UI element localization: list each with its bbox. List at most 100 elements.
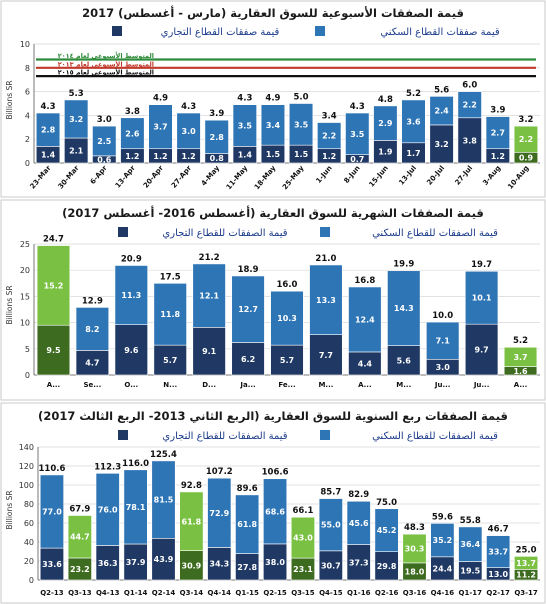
bar-total-label: 66.1	[292, 506, 313, 516]
x-tick-label: D...	[202, 381, 216, 389]
bar-residential	[401, 99, 426, 144]
bar-residential-label: 2.8	[41, 126, 56, 135]
bar-residential-label: 11.8	[160, 310, 180, 319]
bar-commercial-label: 7.7	[319, 351, 333, 360]
bar-residential-label: 2.2	[463, 101, 477, 110]
bar-residential-label: 3.5	[238, 122, 253, 131]
bar-total-label: 3.8	[125, 107, 140, 117]
monthly-chart-title: قيمة الصفقات الشهرية للسوق العقارية (أغس…	[62, 205, 484, 221]
y-tick-label: 140	[19, 443, 34, 452]
bar-residential-label: 10.3	[277, 314, 297, 323]
bar-commercial-label: 27.8	[237, 563, 257, 572]
bar-residential-label: 11.3	[121, 291, 141, 300]
bar-total-label: 48.3	[404, 523, 425, 533]
y-tick-label: 0	[29, 576, 34, 585]
bar-total-label: 4.9	[153, 94, 168, 104]
bar-residential-label: 43.0	[293, 534, 313, 543]
bar-total-label: 19.9	[393, 260, 414, 270]
x-tick-label: N...	[163, 381, 177, 389]
bar-total-label: 5.0	[294, 93, 309, 103]
bar-commercial-label: 29.8	[377, 562, 397, 571]
bar-commercial	[114, 324, 148, 376]
bar-residential-label: 36.4	[460, 540, 480, 549]
bar-residential-label: 3.5	[294, 120, 309, 129]
bar-commercial-label: 1.5	[266, 150, 281, 159]
bar-commercial-label: 0.8	[210, 154, 225, 163]
bar-commercial	[192, 327, 226, 376]
bar-total-label: 92.8	[181, 481, 202, 491]
x-tick-label: O...	[124, 381, 138, 389]
bar-residential-label: 33.7	[488, 548, 508, 557]
bar-residential-label: 3.7	[153, 123, 167, 132]
bar-residential	[345, 112, 370, 155]
bar-residential-label: 76.0	[98, 505, 118, 514]
bar-commercial	[231, 342, 265, 376]
y-tick-label: 6	[25, 88, 30, 97]
bar-residential	[64, 99, 89, 139]
monthly-plot-area: 0 5 10 15 20 25 9.5 15.2 24.7 A... 4.7 8.2 12.9 Se...…	[20, 235, 540, 389]
bar-residential	[36, 245, 71, 326]
bar-residential-label: 2.2	[519, 135, 533, 144]
bar-commercial	[153, 344, 187, 376]
x-tick-label: Q1-17	[459, 589, 483, 597]
bar-residential	[260, 104, 286, 146]
bar-total-label: 4.3	[350, 102, 365, 112]
bar-commercial-label: 19.5	[460, 567, 480, 576]
bar-total-label: 4.3	[237, 94, 252, 104]
x-tick-label: A...	[358, 381, 372, 389]
bar-residential-label: 72.9	[209, 509, 229, 518]
bar-commercial-label: 30.7	[321, 561, 341, 570]
bar-residential	[67, 515, 92, 559]
bar-residential-label: 12.4	[355, 315, 375, 324]
bar-residential-label: 77.0	[42, 508, 62, 517]
bar-residential	[92, 125, 117, 157]
bar-commercial-label: 9.7	[475, 346, 489, 355]
bar-residential	[153, 282, 187, 346]
bar-commercial-label: 1.2	[182, 152, 196, 161]
bar-residential	[192, 263, 226, 328]
bar-total-label: 85.7	[320, 488, 341, 498]
bar-residential	[513, 125, 539, 153]
bar-residential-label: 3.7	[513, 353, 527, 362]
bar-commercial-label: 13.0	[488, 570, 508, 579]
bar-residential	[373, 105, 398, 141]
bar-commercial-label: 34.3	[209, 560, 229, 569]
bar-residential-label: 61.8	[237, 520, 257, 529]
weekly-chart-title: قيمة الصفقات الأسبوعية للسوق العقارية (م…	[82, 5, 464, 21]
x-tick-label: Se...	[83, 381, 101, 389]
x-tick-label: Q2-16	[375, 589, 399, 597]
bar-residential-label: 12.7	[238, 305, 258, 314]
bar-residential-label: 12.1	[199, 292, 219, 301]
bar-commercial-label: 9.5	[46, 346, 61, 355]
bar-residential	[426, 321, 460, 360]
bar-total-label: 82.9	[348, 490, 369, 500]
weekly-y-axis-label: Billions SR	[5, 80, 14, 119]
bar-total-label: 116.0	[122, 459, 149, 469]
y-tick-label: 10	[20, 40, 30, 49]
bar-commercial-label: 1.2	[491, 152, 505, 161]
bar-commercial-label: 11.2	[516, 571, 536, 580]
bar-residential	[318, 498, 343, 552]
bar-residential-label: 2.2	[322, 132, 336, 141]
bar-total-label: 67.9	[69, 504, 90, 514]
bar-residential-label: 14.3	[394, 304, 414, 313]
bar-commercial-label: 1.9	[378, 148, 393, 157]
x-tick-label: Ju...	[473, 381, 490, 389]
bar-total-label: 55.8	[460, 516, 481, 526]
bar-total-label: 25.0	[516, 545, 537, 555]
bar-residential	[263, 478, 288, 545]
x-tick-label: Q2-14	[152, 589, 176, 597]
bar-commercial-label: 5.7	[280, 356, 294, 365]
bar-residential-label: 35.2	[433, 536, 453, 545]
bar-residential	[503, 346, 538, 367]
x-tick-label: Q3-15	[291, 589, 315, 597]
bar-residential	[288, 103, 314, 146]
y-tick-label: 8	[25, 64, 30, 73]
x-tick-label: Q4-15	[319, 589, 343, 597]
bar-residential	[457, 91, 482, 119]
bar-commercial-label: 1.2	[125, 152, 139, 161]
bar-residential	[309, 264, 343, 335]
bar-commercial-label: 9.6	[124, 346, 139, 355]
